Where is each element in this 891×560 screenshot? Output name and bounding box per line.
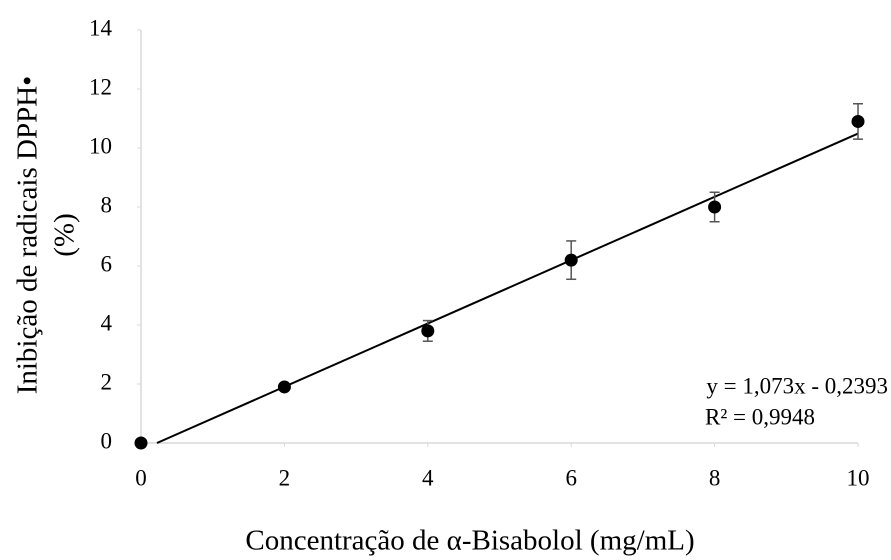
x-tick-label: 2 <box>279 465 291 490</box>
y-tick-label: 0 <box>101 428 113 453</box>
trendline-equation: y = 1,073x - 0,2393 <box>706 373 888 398</box>
y-axis-title-unit: (%) <box>49 213 81 256</box>
y-tick-label: 6 <box>101 251 113 276</box>
x-axis-title: Concentração de α-Bisabolol (mg/mL) <box>245 525 694 557</box>
data-point <box>564 253 578 267</box>
data-point <box>708 200 722 214</box>
x-tick-label: 8 <box>709 465 721 490</box>
x-tick-label: 6 <box>565 465 577 490</box>
y-tick-label: 2 <box>101 369 113 394</box>
data-point <box>851 114 865 128</box>
data-point <box>421 324 435 338</box>
y-tick-label: 4 <box>101 310 113 335</box>
y-tick-label: 10 <box>89 133 112 158</box>
trendline <box>156 132 859 444</box>
trendline-r2: R² = 0,9948 <box>705 404 815 429</box>
data-point <box>277 380 291 394</box>
data-point <box>134 436 148 450</box>
x-tick-label: 10 <box>847 465 870 490</box>
y-tick-label: 8 <box>101 192 113 217</box>
y-tick-label: 14 <box>89 15 113 40</box>
y-axis-title: Inibição de radicais DPPH• <box>12 76 44 395</box>
x-tick-label: 4 <box>422 465 434 490</box>
y-tick-label: 12 <box>89 74 112 99</box>
x-tick-label: 0 <box>135 465 147 490</box>
